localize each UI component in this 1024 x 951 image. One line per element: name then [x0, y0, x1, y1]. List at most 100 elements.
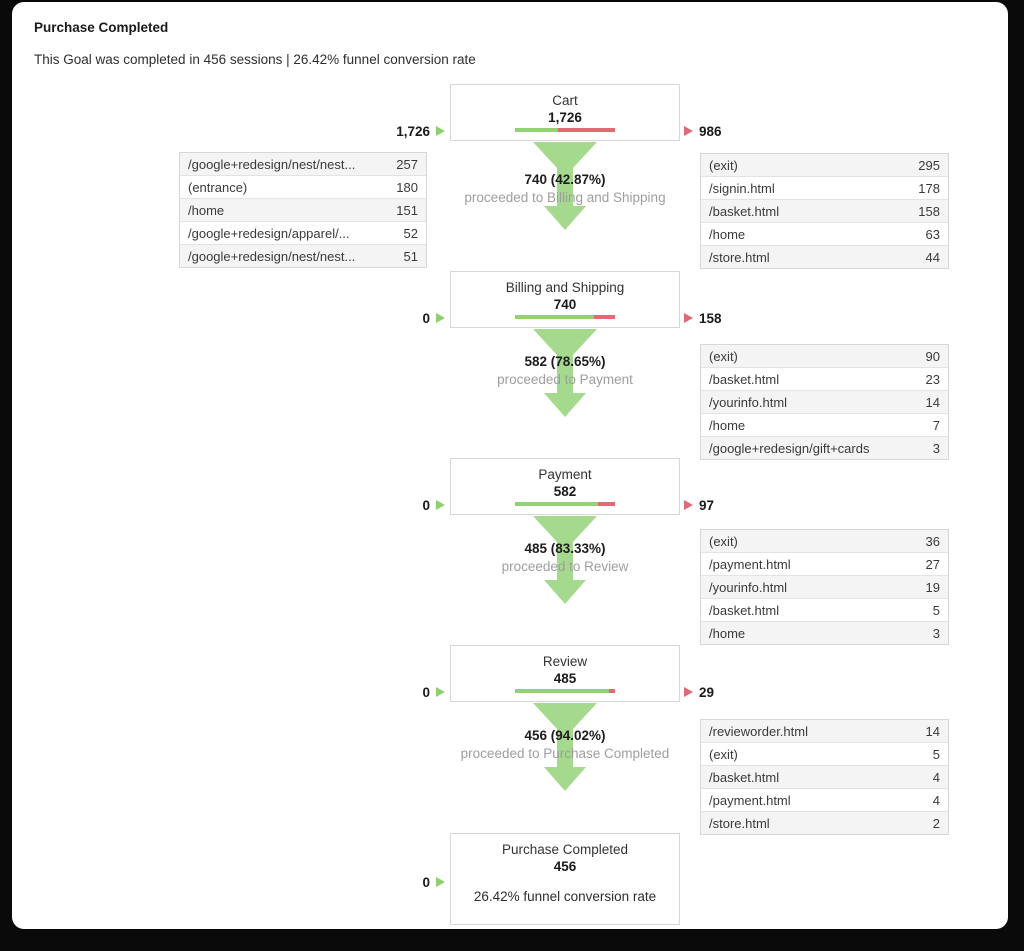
- funnel-step-box-purchase: Purchase Completed 456 26.42% funnel con…: [450, 833, 680, 925]
- proceed-info-payment: 485 (83.33%) proceeded to Review: [430, 540, 700, 576]
- page-path-label: (entrance): [188, 179, 248, 195]
- entrance-count-purchase: 0: [312, 873, 445, 891]
- step-title: Billing and Shipping: [505, 280, 625, 295]
- exit-count-billing: 158: [684, 309, 722, 327]
- exit-table-review: /revieworder.html 14 (exit) 5/basket.html 4/…: [700, 719, 949, 835]
- session-count-value: 295: [918, 157, 940, 173]
- entrance-count-value: 0: [422, 684, 430, 700]
- page-path-label: /google+redesign/apparel/...: [188, 225, 350, 241]
- exit-arrow-icon: [684, 313, 693, 323]
- step-proportion-bar-green: [515, 128, 558, 132]
- page-path-label: /home: [188, 202, 225, 218]
- page-path-label: /payment.html: [709, 792, 791, 808]
- proceed-count: 740 (42.87%): [524, 172, 606, 187]
- entrance-count-billing: 0: [312, 309, 445, 327]
- funnel-step-box-cart: Cart 1,726: [450, 84, 680, 141]
- entrance-count-cart: 1,726: [312, 122, 445, 140]
- proceed-info-cart: 740 (42.87%) proceeded to Billing and Sh…: [430, 171, 700, 207]
- session-count-value: 4: [932, 769, 940, 785]
- exit-arrow-icon: [684, 500, 693, 510]
- page-path-label: (exit): [709, 157, 738, 173]
- page-path-label: /home: [709, 625, 746, 641]
- page-path-label: /google+redesign/nest/nest...: [188, 156, 356, 172]
- exit-count-value: 158: [699, 310, 722, 326]
- entrance-count-review: 0: [312, 683, 445, 701]
- exit-table-payment: (exit) 36/payment.html 27/yourinfo.html 19/…: [700, 529, 949, 645]
- funnel-arrow-icon: [533, 142, 597, 230]
- table-row: (exit) 90: [701, 345, 948, 367]
- entrance-arrow-icon: [436, 313, 445, 323]
- funnel-step-box-billing: Billing and Shipping 740: [450, 271, 680, 328]
- session-count-value: 178: [918, 180, 940, 196]
- session-count-value: 257: [396, 156, 418, 172]
- entrance-count-value: 0: [422, 310, 430, 326]
- table-row: /revieworder.html 14: [701, 720, 948, 742]
- session-count-value: 2: [932, 815, 940, 831]
- page-path-label: /store.html: [709, 249, 770, 265]
- report-card: Purchase Completed This Goal was complet…: [12, 2, 1008, 929]
- page-path-label: /yourinfo.html: [709, 394, 788, 410]
- funnel-step-box-review: Review 485: [450, 645, 680, 702]
- table-row: /signin.html 178: [701, 176, 948, 199]
- exit-arrow-icon: [684, 126, 693, 136]
- session-count-value: 27: [925, 556, 940, 572]
- entrance-arrow-icon: [436, 126, 445, 136]
- session-count-value: 36: [925, 533, 940, 549]
- exit-table-billing: (exit) 90/basket.html 23/yourinfo.html 14/h…: [700, 344, 949, 460]
- exit-count-value: 29: [699, 684, 715, 700]
- page-path-label: /home: [709, 417, 746, 433]
- table-row: /store.html 2: [701, 811, 948, 834]
- table-row: /basket.html 5: [701, 598, 948, 621]
- step-title: Cart: [552, 93, 578, 108]
- exit-count-review: 29: [684, 683, 714, 701]
- exit-count-cart: 986: [684, 122, 722, 140]
- session-count-value: 90: [925, 348, 940, 364]
- conversion-rate-note: 26.42% funnel conversion rate: [473, 889, 657, 904]
- page-path-label: /store.html: [709, 815, 770, 831]
- session-count-value: 5: [932, 746, 940, 762]
- entrance-arrow-icon: [436, 500, 445, 510]
- page-path-label: /basket.html: [709, 371, 780, 387]
- session-count-value: 63: [925, 226, 940, 242]
- session-count-value: 51: [403, 248, 418, 264]
- exit-count-value: 97: [699, 497, 715, 513]
- session-count-value: 7: [932, 417, 940, 433]
- table-row: (exit) 36: [701, 530, 948, 552]
- step-proportion-bar: [515, 502, 615, 506]
- step-proportion-bar-green: [515, 502, 599, 506]
- entrance-table-cart: /google+redesign/nest/nest... 257 (entranc…: [179, 152, 427, 268]
- table-row: /home 7: [701, 413, 948, 436]
- exit-arrow-icon: [684, 687, 693, 697]
- session-count-value: 14: [925, 723, 940, 739]
- page-path-label: (exit): [709, 746, 738, 762]
- proceed-label: proceeded to Payment: [497, 372, 633, 387]
- proceed-label: proceeded to Review: [501, 559, 629, 574]
- session-count-value: 23: [925, 371, 940, 387]
- table-row: /basket.html 158: [701, 199, 948, 222]
- table-row: /google+redesign/nest/nest... 51: [180, 244, 426, 267]
- report-title: Purchase Completed: [34, 20, 169, 35]
- table-row: /payment.html 4: [701, 788, 948, 811]
- funnel-arrow-icon: [533, 329, 597, 417]
- table-row: /yourinfo.html 14: [701, 390, 948, 413]
- exit-count-value: 986: [699, 123, 722, 139]
- proceed-info-review: 456 (94.02%) proceeded to Purchase Compl…: [430, 727, 700, 763]
- page-path-label: /revieworder.html: [709, 723, 808, 739]
- proceed-count: 485 (83.33%): [524, 541, 606, 556]
- proceed-label: proceeded to Billing and Shipping: [464, 190, 666, 205]
- table-row: /store.html 44: [701, 245, 948, 268]
- page-path-label: /google+redesign/nest/nest...: [188, 248, 356, 264]
- entrance-count-payment: 0: [312, 496, 445, 514]
- page-path-label: /payment.html: [709, 556, 791, 572]
- page-path-label: /basket.html: [709, 203, 780, 219]
- proceed-info-billing: 582 (78.65%) proceeded to Payment: [430, 353, 700, 389]
- session-count-value: 5: [932, 602, 940, 618]
- table-row: (exit) 5: [701, 742, 948, 765]
- table-row: /google+redesign/apparel/... 52: [180, 221, 426, 244]
- session-count-value: 4: [932, 792, 940, 808]
- step-count: 485: [553, 671, 577, 686]
- proceed-count: 582 (78.65%): [524, 354, 606, 369]
- exit-count-payment: 97: [684, 496, 714, 514]
- table-row: /yourinfo.html 19: [701, 575, 948, 598]
- step-proportion-bar: [515, 128, 615, 132]
